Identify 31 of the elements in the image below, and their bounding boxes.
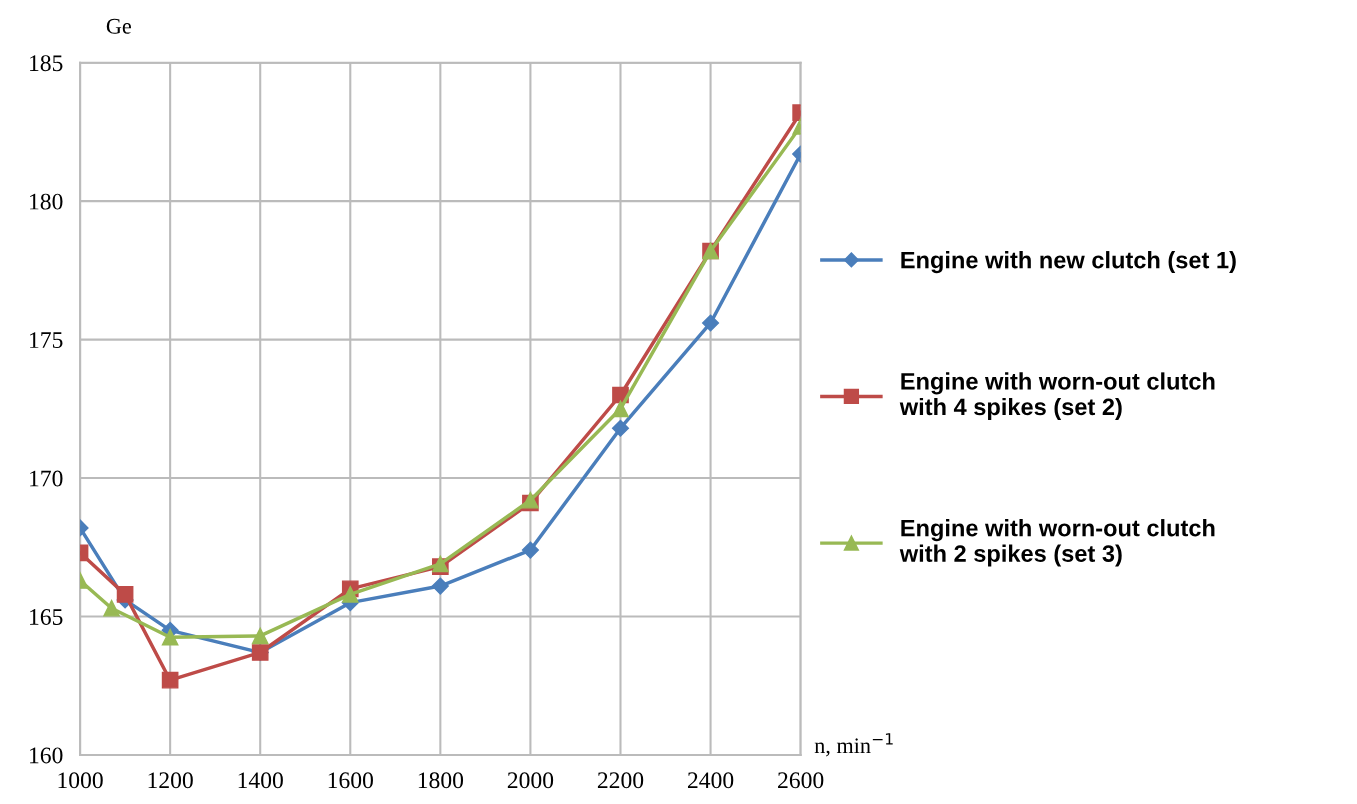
y-tick-label: 165 bbox=[30, 609, 63, 625]
point bbox=[161, 628, 179, 646]
legend-label: Engine with worn-out clutch with 4 spikes (set 2) bbox=[899, 372, 1215, 420]
x-tick-label: 2200 bbox=[597, 772, 644, 789]
x-tick-label: 2400 bbox=[687, 772, 734, 789]
x-tick-label: 2600 bbox=[778, 772, 824, 789]
legend-label: Engine with worn-out clutch with 2 spikes (set 3) bbox=[899, 519, 1215, 567]
x-tick-label: 1800 bbox=[418, 772, 464, 789]
y-axis-title: Ge bbox=[106, 18, 131, 34]
x-tick-label: 1200 bbox=[148, 772, 193, 789]
x-tick-label: 1600 bbox=[328, 772, 373, 789]
y-tick-label: 180 bbox=[30, 193, 63, 210]
y-tick-label: 160 bbox=[30, 747, 63, 764]
legend-label: Engine with new clutch (set 1) bbox=[901, 251, 1236, 274]
point bbox=[161, 671, 179, 689]
x-tick-label: 1000 bbox=[58, 772, 103, 789]
x-axis-title: n, min$^{−1}$ bbox=[814, 733, 893, 757]
point bbox=[702, 314, 720, 332]
point bbox=[521, 541, 539, 559]
point bbox=[612, 400, 629, 418]
point bbox=[341, 586, 359, 603]
point bbox=[116, 586, 134, 603]
point bbox=[431, 577, 449, 595]
x-tick-label: 2000 bbox=[507, 772, 554, 789]
point bbox=[611, 419, 630, 437]
y-tick-label: 170 bbox=[30, 470, 63, 487]
point bbox=[103, 599, 120, 617]
y-tick-label: 175 bbox=[30, 332, 63, 349]
x-tick-label: 1400 bbox=[238, 772, 283, 789]
point bbox=[251, 627, 269, 645]
y-tick-label: 185 bbox=[30, 55, 63, 72]
